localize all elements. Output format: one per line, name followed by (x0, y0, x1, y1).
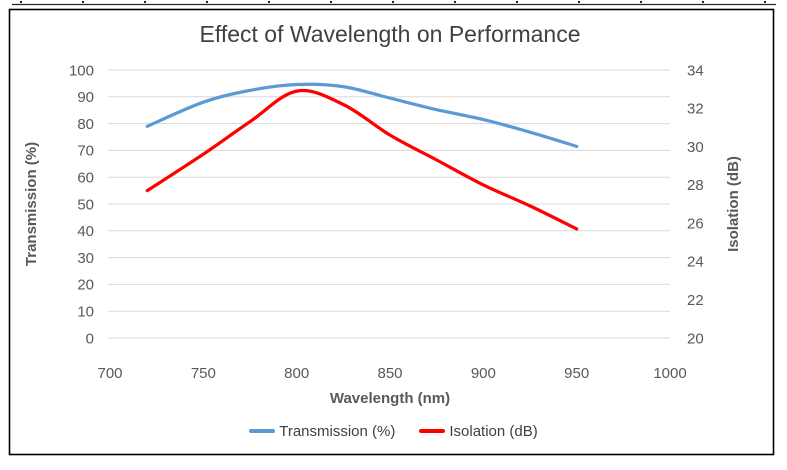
x-axis-title: Wavelength (nm) (330, 390, 450, 407)
y-left-tick-label: 30 (77, 250, 94, 267)
gridlines (108, 69, 670, 339)
y-left-tick-label: 70 (77, 143, 94, 160)
x-tick-label: 900 (471, 365, 496, 382)
y-left-tick-label: 100 (69, 62, 94, 79)
y-right-tick-label: 22 (687, 292, 704, 309)
y-right-tick-label: 20 (687, 330, 704, 347)
x-tick-label: 850 (377, 365, 402, 382)
y-right-axis-title: Isolation (dB) (725, 156, 742, 252)
y-left-tick-label: 50 (77, 196, 94, 213)
legend: Transmission (%) Isolation (dB) (0, 419, 787, 443)
y-left-tick-labels: 0 10 20 30 40 50 60 70 80 90 100 (69, 62, 94, 347)
y-left-tick-label: 10 (77, 304, 94, 321)
x-tick-label: 950 (564, 365, 589, 382)
x-tick-label: 800 (284, 365, 309, 382)
x-tick-label: 750 (191, 365, 216, 382)
series-line-transmission[interactable] (145, 82, 579, 149)
y-right-tick-label: 24 (687, 254, 704, 271)
y-right-tick-label: 30 (687, 139, 704, 156)
y-left-tick-label: 0 (86, 330, 94, 347)
legend-label-transmission: Transmission (%) (279, 422, 396, 440)
y-left-tick-label: 90 (77, 89, 94, 106)
y-right-tick-labels: 20 22 24 26 28 30 32 34 (687, 62, 704, 347)
legend-item-isolation[interactable]: Isolation (dB) (419, 422, 538, 440)
legend-swatch-isolation (419, 429, 446, 433)
chart-title: Effect of Wavelength on Performance (200, 21, 581, 47)
y-left-axis-title: Transmission (%) (23, 142, 40, 266)
x-tick-label: 700 (97, 365, 122, 382)
y-right-tick-label: 26 (687, 215, 704, 232)
y-right-tick-label: 28 (687, 177, 704, 194)
y-left-tick-label: 80 (77, 116, 94, 133)
y-left-tick-label: 40 (77, 223, 94, 240)
legend-swatch-transmission (249, 429, 276, 433)
y-right-tick-label: 34 (687, 62, 704, 79)
series-line-isolation-db[interactable] (145, 88, 579, 231)
legend-item-transmission[interactable]: Transmission (%) (249, 423, 395, 440)
y-left-tick-label: 60 (77, 170, 94, 187)
x-tick-label: 1000 (653, 365, 686, 382)
x-tick-labels: 700 750 800 850 900 950 1000 (97, 365, 686, 382)
series-lines (145, 82, 579, 231)
chart-border (8, 8, 775, 456)
y-left-tick-label: 20 (77, 277, 94, 294)
y-right-tick-label: 32 (687, 101, 704, 118)
legend-label-isolation: Isolation (dB) (449, 422, 538, 440)
